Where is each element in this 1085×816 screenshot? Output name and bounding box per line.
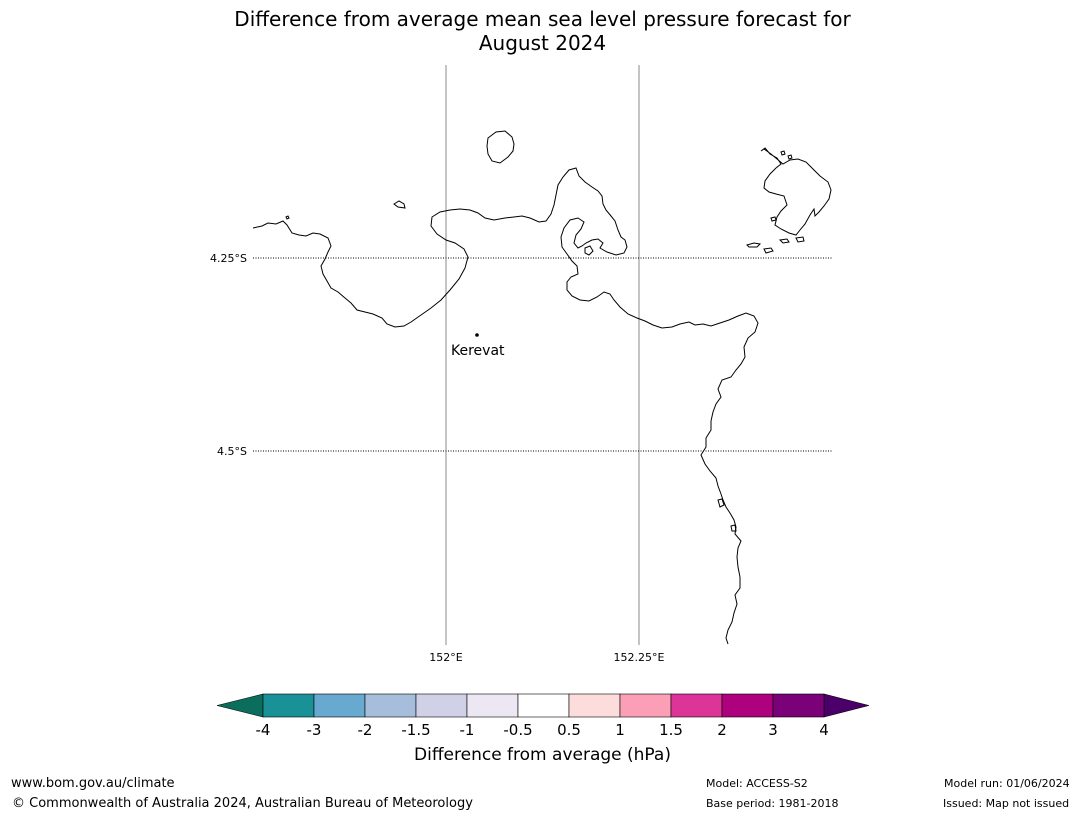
footer-model-run: Model run: 01/06/2024	[944, 777, 1070, 790]
colorbar-tick-label: -0.5	[503, 721, 532, 739]
island-east-5	[795, 236, 805, 243]
colorbar-tick-label: -4	[256, 721, 271, 739]
lon-label-152-25: 152.25°E	[614, 651, 665, 664]
island-east-7	[787, 154, 793, 160]
colorbar-segment	[466, 693, 519, 718]
colorbar-segment	[772, 693, 825, 718]
island-tiny-west	[285, 215, 290, 220]
colorbar-under-arrow	[216, 693, 264, 718]
coastline-main	[252, 167, 759, 645]
colorbar-segment	[721, 693, 774, 718]
island-east-3	[763, 247, 774, 254]
colorbar-segment	[568, 693, 621, 718]
colorbar-segment	[262, 693, 315, 718]
colorbar-segment	[670, 693, 723, 718]
colorbar-tick-label: 0.5	[557, 721, 581, 739]
colorbar-tick-label: -2	[358, 721, 373, 739]
colorbar-segment	[364, 693, 417, 718]
colorbar-over-arrow	[823, 693, 870, 718]
colorbar-tick-label: -1.5	[401, 721, 430, 739]
kerevat-marker	[475, 333, 479, 337]
footer-model: Model: ACCESS-S2	[706, 777, 808, 790]
lon-label-152: 152°E	[429, 651, 462, 664]
island-inlet	[584, 245, 594, 256]
colorbar-tick-label: 4	[819, 721, 829, 739]
colorbar-tick-label: -3	[307, 721, 322, 739]
island-east-1	[770, 216, 777, 222]
colorbar-segment	[313, 693, 366, 718]
colorbar-segment	[517, 693, 570, 718]
island-east-2	[746, 242, 762, 248]
footer-issued: Issued: Map not issued	[943, 797, 1070, 810]
map-title: Difference from average mean sea level p…	[0, 7, 1085, 55]
lat-label-4-25: 4.25°S	[210, 252, 247, 265]
island-duke-of-york	[760, 147, 832, 236]
colorbar: -4 -3 -2 -1.5 -1 -0.5 0.5 1 1.5 2 3 4	[216, 693, 870, 739]
island-small-west	[393, 200, 406, 209]
footer-copyright: © Commonwealth of Australia 2024, Austra…	[12, 796, 473, 811]
island-east-6	[780, 150, 786, 156]
island-coast-2	[730, 524, 737, 532]
island-coast-1	[717, 498, 725, 508]
footer-website[interactable]: www.bom.gov.au/climate	[11, 776, 175, 791]
kerevat-label: Kerevat	[451, 343, 505, 359]
colorbar-tick-label: 3	[768, 721, 778, 739]
title-line-2: August 2024	[478, 31, 607, 55]
footer-base-period: Base period: 1981-2018	[706, 797, 839, 810]
colorbar-tick-label: 1.5	[659, 721, 683, 739]
island-watom	[486, 130, 515, 164]
colorbar-segment	[415, 693, 468, 718]
colorbar-tick-label: 1	[615, 721, 625, 739]
colorbar-title: Difference from average (hPa)	[414, 745, 671, 765]
title-line-1: Difference from average mean sea level p…	[234, 7, 851, 31]
island-east-4	[778, 238, 790, 244]
colorbar-tick-label: 2	[717, 721, 727, 739]
colorbar-tick-label: -1	[460, 721, 475, 739]
colorbar-segment	[619, 693, 672, 718]
lat-label-4-5: 4.5°S	[217, 445, 247, 458]
